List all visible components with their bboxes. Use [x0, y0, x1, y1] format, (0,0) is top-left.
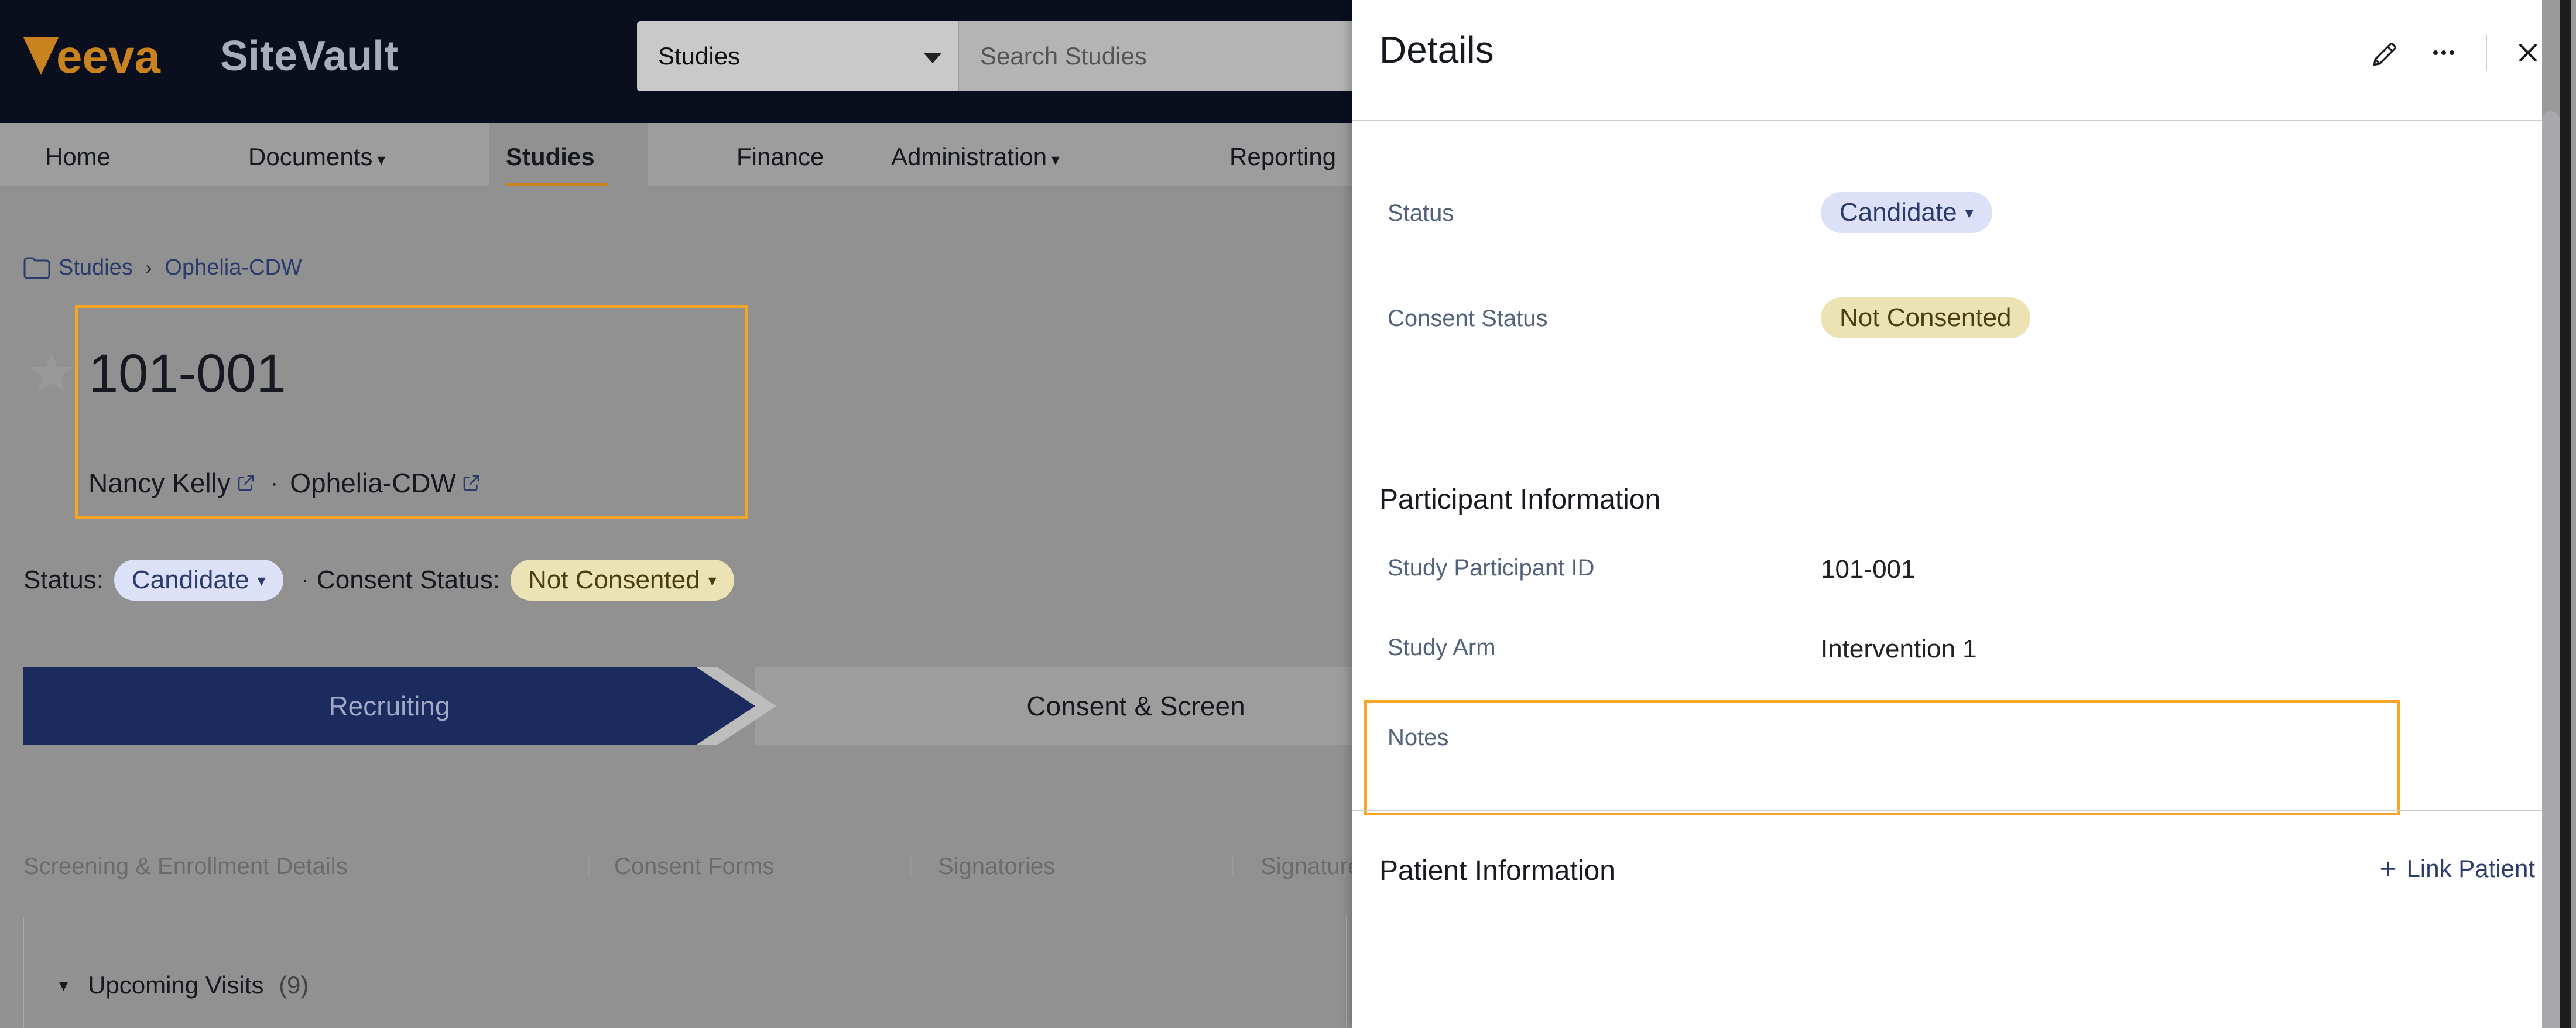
svg-text:eeva: eeva: [56, 33, 160, 80]
